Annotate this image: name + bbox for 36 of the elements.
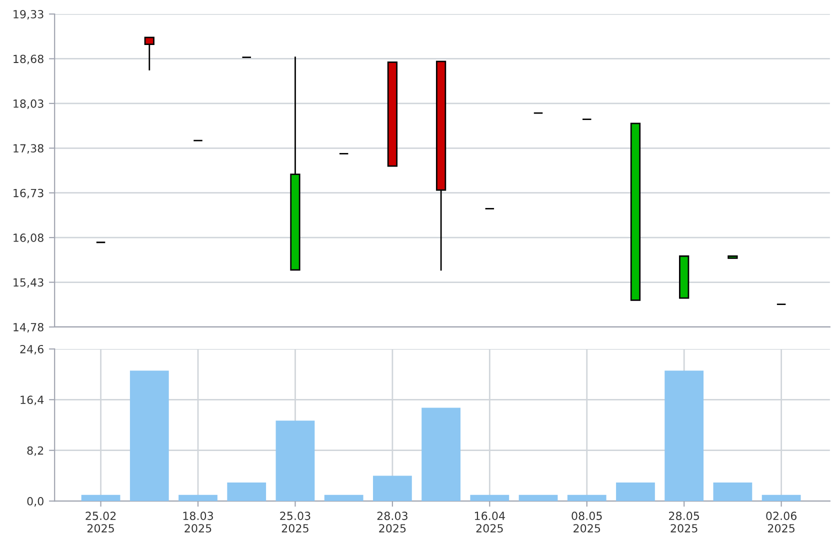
y-tick-label: 19,33 [14, 10, 44, 20]
x-tick-label: 25.03 2025 [280, 512, 310, 533]
x-tick-label: 08.05 2025 [572, 512, 602, 533]
x-tick-label: 02.06 2025 [766, 512, 797, 533]
x-tick-label: 18.03 2025 [183, 512, 214, 533]
bar [178, 494, 218, 502]
y-tick-label: 0,0 [27, 497, 44, 507]
y-tick-label: 18,03 [14, 99, 44, 109]
y-tick-label: 18,68 [14, 54, 44, 64]
bar [518, 494, 558, 502]
bar [713, 482, 752, 502]
bar [324, 494, 364, 502]
x-tick-label: 16.04 2025 [474, 512, 505, 533]
bar [470, 494, 510, 502]
y-tick-label: 16,4 [20, 396, 44, 406]
y-tick-label: 24,6 [20, 344, 44, 354]
y-tick-label: 14,78 [14, 322, 44, 332]
bar [372, 476, 412, 502]
bar [664, 370, 704, 502]
x-tick-label: 28.05 2025 [669, 512, 700, 533]
x-tick-label: 28.03 2025 [377, 512, 408, 533]
x-tick-label: 25.02 2025 [86, 512, 116, 533]
y-tick-label: 17,38 [14, 144, 44, 154]
bar [227, 482, 266, 502]
bar [81, 494, 120, 502]
bar [616, 482, 655, 502]
candlestick [144, 36, 154, 72]
bar [130, 370, 169, 502]
y-tick-label: 16,08 [14, 234, 44, 244]
bar [276, 420, 315, 502]
bar [422, 408, 460, 502]
bar [567, 494, 606, 502]
y-tick-label: 8,2 [27, 446, 44, 456]
y-tick-label: 15,43 [14, 278, 44, 288]
y-tick-label: 16,73 [14, 188, 44, 198]
bar [762, 494, 801, 502]
